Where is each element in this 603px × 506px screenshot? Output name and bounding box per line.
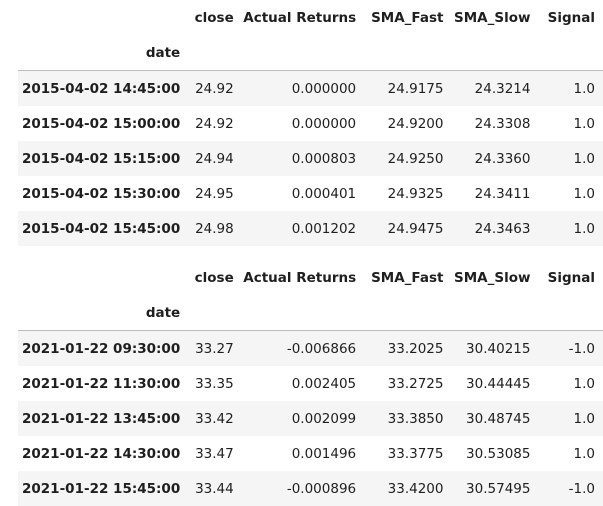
cell-signal: 1.0: [573, 80, 595, 97]
cell-signal: 1.0: [573, 220, 595, 237]
cell-signal: 1.0: [573, 375, 595, 392]
table-row: 2015-04-02 15:30:00 24.95 0.000401 24.93…: [18, 176, 603, 211]
cell-sma-fast: 24.9175: [387, 80, 444, 97]
cell-actual-returns: -0.000896: [286, 480, 357, 497]
cell-sma-slow: 30.48745: [466, 410, 531, 427]
cell-sma-fast: 33.2725: [387, 375, 444, 392]
cell-actual-returns: 0.001202: [291, 220, 357, 237]
cell-signal: 1.0: [573, 185, 595, 202]
table-row: 2015-04-02 15:45:00 24.98 0.001202 24.94…: [18, 211, 603, 246]
cell-close: 33.47: [195, 445, 234, 462]
cell-actual-returns: 0.000401: [291, 185, 357, 202]
cell-actual-returns: -0.006866: [286, 340, 357, 357]
cell-sma-slow: 24.3214: [474, 80, 531, 97]
table-row: 2021-01-22 09:30:00 33.27 -0.006866 33.2…: [18, 330, 603, 366]
table-row: 2015-04-02 14:45:00 24.92 0.000000 24.91…: [18, 70, 603, 106]
column-header: close: [194, 9, 234, 26]
column-header: Actual Returns: [243, 269, 357, 286]
cell-sma-fast: 33.4200: [387, 480, 444, 497]
cell-sma-fast: 33.2025: [387, 340, 444, 357]
cell-sma-slow: 24.3360: [474, 150, 531, 167]
table-row: 2015-04-02 15:00:00 24.92 0.000000 24.92…: [18, 106, 603, 141]
table-row: 2021-01-22 13:45:00 33.42 0.002099 33.38…: [18, 401, 603, 436]
index-name-row: date: [18, 35, 603, 71]
row-index: 2015-04-02 15:15:00: [22, 150, 181, 167]
cell-sma-fast: 24.9200: [387, 115, 444, 132]
cell-actual-returns: 0.002405: [291, 375, 357, 392]
cell-close: 24.95: [195, 185, 234, 202]
index-corner: [18, 260, 188, 295]
cell-sma-slow: 24.3463: [474, 220, 531, 237]
cell-sma-slow: 30.53085: [466, 445, 531, 462]
cell-signal: -1.0: [568, 340, 595, 357]
cell-sma-fast: 24.9475: [387, 220, 444, 237]
cell-sma-slow: 30.57495: [466, 480, 531, 497]
cell-sma-fast: 33.3775: [387, 445, 444, 462]
cell-signal: -1.0: [568, 480, 595, 497]
cell-sma-slow: 24.3411: [474, 185, 531, 202]
cell-close: 33.44: [195, 480, 234, 497]
table-row: 2015-04-02 15:15:00 24.94 0.000803 24.92…: [18, 141, 603, 176]
cell-actual-returns: 0.000000: [291, 80, 357, 97]
cell-close: 33.27: [195, 340, 234, 357]
cell-close: 33.35: [195, 375, 234, 392]
table-row: 2021-01-22 11:30:00 33.35 0.002405 33.27…: [18, 366, 603, 401]
cell-close: 33.42: [195, 410, 234, 427]
cell-signal: 1.0: [573, 150, 595, 167]
cell-close: 24.92: [195, 80, 234, 97]
column-header: SMA_Fast: [371, 9, 444, 26]
cell-sma-slow: 30.44445: [466, 375, 531, 392]
cell-close: 24.94: [195, 150, 234, 167]
cell-sma-slow: 24.3308: [474, 115, 531, 132]
cell-actual-returns: 0.000803: [291, 150, 357, 167]
cell-sma-fast: 24.9250: [387, 150, 444, 167]
column-header-row: close Actual Returns SMA_Fast SMA_Slow S…: [18, 260, 603, 295]
cell-actual-returns: 0.000000: [291, 115, 357, 132]
cell-signal: 1.0: [573, 410, 595, 427]
cell-actual-returns: 0.002099: [291, 410, 357, 427]
cell-actual-returns: 0.001496: [291, 445, 357, 462]
row-index: 2015-04-02 15:30:00: [22, 185, 181, 202]
row-index: 2015-04-02 15:45:00: [22, 220, 181, 237]
index-name-row: date: [18, 295, 603, 331]
row-index: 2021-01-22 09:30:00: [22, 340, 181, 357]
cell-close: 24.98: [195, 220, 234, 237]
column-header: Signal: [547, 9, 595, 26]
cell-signal: 1.0: [573, 445, 595, 462]
cell-close: 24.92: [195, 115, 234, 132]
column-header-row: close Actual Returns SMA_Fast SMA_Slow S…: [18, 0, 603, 35]
column-header: close: [194, 269, 234, 286]
column-header: Signal: [547, 269, 595, 286]
cell-sma-slow: 30.40215: [466, 340, 531, 357]
cell-signal: 1.0: [573, 115, 595, 132]
row-index: 2021-01-22 15:45:00: [22, 480, 181, 497]
table-row: 2021-01-22 14:30:00 33.47 0.001496 33.37…: [18, 436, 603, 471]
cell-sma-fast: 33.3850: [387, 410, 444, 427]
column-header: Actual Returns: [243, 9, 357, 26]
index-corner: [18, 0, 188, 35]
column-header: SMA_Slow: [454, 269, 531, 286]
table-row: 2021-01-22 15:45:00 33.44 -0.000896 33.4…: [18, 471, 603, 506]
row-index: 2021-01-22 11:30:00: [22, 375, 181, 392]
dataframe-table-tail: close Actual Returns SMA_Fast SMA_Slow S…: [18, 260, 603, 506]
cell-sma-fast: 24.9325: [387, 185, 444, 202]
row-index: 2015-04-02 14:45:00: [22, 80, 181, 97]
row-index: 2021-01-22 14:30:00: [22, 445, 181, 462]
index-name: date: [18, 295, 189, 331]
index-name: date: [18, 35, 189, 71]
row-index: 2021-01-22 13:45:00: [22, 410, 181, 427]
column-header: SMA_Fast: [371, 269, 444, 286]
dataframe-table-head: close Actual Returns SMA_Fast SMA_Slow S…: [18, 0, 603, 246]
column-header: SMA_Slow: [454, 9, 531, 26]
row-index: 2015-04-02 15:00:00: [22, 115, 181, 132]
